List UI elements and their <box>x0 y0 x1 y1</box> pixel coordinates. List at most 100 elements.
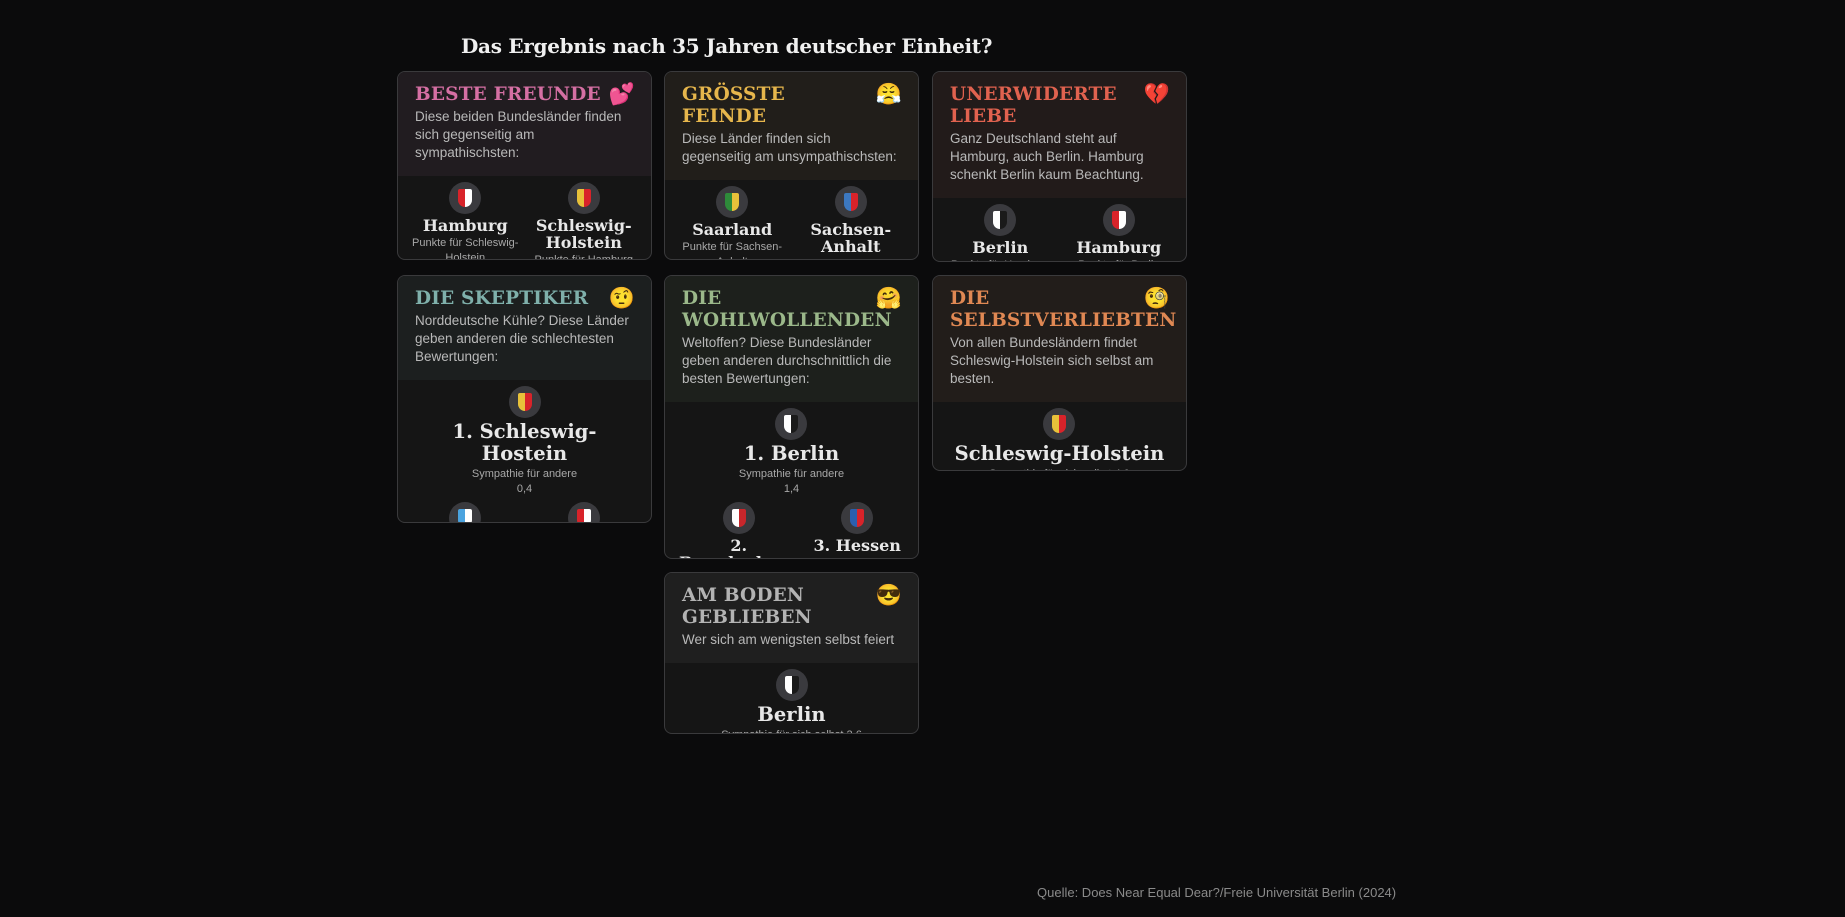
score-label: Punkte für Berlin <box>1078 258 1159 261</box>
shield-icon <box>458 189 473 207</box>
card-title: DIE SELBSTVERLIEBTEN <box>950 288 1177 331</box>
entry: 1. Schleswig-Hostein Sympathie für andere… <box>406 386 643 496</box>
card-beste-freunde: BESTE FREUNDE 💕 Diese beiden Bundesländer … <box>397 71 652 260</box>
state-name: Berlin <box>972 238 1029 257</box>
monocle-face-icon: 🧐 <box>1143 287 1170 310</box>
card-groesste-feinde: GRÖSSTE FEINDE 😤 Diese Länder finden sich … <box>664 71 919 260</box>
state-name: Saarland <box>692 220 773 239</box>
raised-eyebrow-icon: 🤨 <box>608 287 635 310</box>
entry-row: 2. BrandenburgSympathie für andere1,33. … <box>673 502 910 558</box>
card-header: DIE SELBSTVERLIEBTEN 🧐 Von allen Bundeslän… <box>933 276 1186 402</box>
schleswig-holstein-crest-icon <box>567 182 600 214</box>
shield-icon <box>576 189 591 207</box>
card-body: BerlinPunkte für Hamburg15/15HamburgPunk… <box>933 198 1186 261</box>
entry: 1. Berlin Sympathie für andere 1,4 <box>733 408 850 496</box>
card-am-boden-geblieben: AM BODEN GEBLIEBEN 😎 Wer sich am wenigsten… <box>664 572 919 734</box>
score-label: Sympathie für sich selbst 4,0 <box>989 467 1130 470</box>
berlin-crest-icon <box>984 204 1017 236</box>
state-name: Sachsen-Anhalt <box>810 220 892 256</box>
shield-icon <box>784 676 799 694</box>
state-name: 3. Hessen <box>813 536 901 555</box>
card-title: DIE WOHLWOLLENDEN <box>682 288 892 331</box>
card-title: UNERWIDERTE LIEBE <box>950 84 1117 127</box>
score-label: Sympathie für andere <box>471 468 578 480</box>
berlin-crest-icon <box>775 408 808 440</box>
state-name: Berlin <box>757 703 826 726</box>
state-name: Hamburg <box>422 216 508 235</box>
brandenburg-crest-icon <box>722 502 755 534</box>
score-label: Sympathie für andere <box>738 468 845 480</box>
shield-icon <box>517 393 532 411</box>
score-label: Punkte fürs Saarland <box>799 257 902 259</box>
shield-icon <box>784 415 799 433</box>
card-title: AM BODEN GEBLIEBEN <box>682 585 812 628</box>
state-name: Schleswig-Holstein <box>535 216 632 252</box>
schleswig-holstein-crest-icon <box>1043 408 1076 440</box>
card-header: AM BODEN GEBLIEBEN 😎 Wer sich am wenigsten… <box>665 573 918 663</box>
card-title: BESTE FREUNDE <box>415 84 601 105</box>
hamburg-crest-icon <box>449 182 482 214</box>
card-body: 1. Schleswig-Hostein Sympathie für andere… <box>398 380 651 522</box>
schleswig-holstein-crest-icon <box>508 386 541 418</box>
card-header: DIE WOHLWOLLENDEN 🤗 Weltoffen? Diese Bunde… <box>665 276 918 402</box>
state-name: 1. Schleswig-Hostein <box>452 420 597 465</box>
card-body: Schleswig-Holstein Sympathie für sich sel… <box>933 402 1186 470</box>
shield-icon <box>993 211 1008 229</box>
source-note: Quelle: Does Near Equal Dear?/Freie Univ… <box>1037 885 1397 900</box>
hugging-face-icon: 🤗 <box>875 287 902 310</box>
card-title: GRÖSSTE FEINDE <box>682 84 785 127</box>
score-value: 1,4 <box>783 483 800 495</box>
shield-icon <box>1111 211 1126 229</box>
sachsen-anhalt-crest-icon <box>716 186 749 218</box>
hessen-crest-icon <box>841 502 874 534</box>
score-label: Sympathie für andere <box>810 556 904 558</box>
state-name: 1. Berlin <box>743 442 840 465</box>
shield-icon <box>458 509 473 522</box>
saarland-crest-icon <box>834 186 867 218</box>
card-body: 1. Berlin Sympathie für andere 1,4 2. Brand… <box>665 402 918 558</box>
score-label: Punkte für Hamburg <box>534 254 633 260</box>
hamburg-crest-icon <box>567 502 600 522</box>
berlin-crest-icon <box>775 669 808 701</box>
card-die-selbstverliebten: DIE SELBSTVERLIEBTEN 🧐 Von allen Bundeslän… <box>932 275 1187 471</box>
state-name: 2. Brandenburg <box>679 536 798 558</box>
shield-icon <box>725 193 740 211</box>
two-hearts-icon: 💕 <box>608 83 635 106</box>
card-title: DIE SKEPTIKER <box>415 288 589 309</box>
entry: Schleswig-Holstein Sympathie für sich sel… <box>949 408 1171 470</box>
score-label: Punkte für Schleswig-Holstein <box>412 237 519 260</box>
page-title: Das Ergebnis nach 35 Jahren deutscher Ei… <box>461 34 993 58</box>
card-description: Diese Länder finden sich gegenseitig am … <box>682 131 897 164</box>
shield-icon <box>1052 415 1067 433</box>
steam-face-icon: 😤 <box>875 83 902 106</box>
card-description: Norddeutsche Kühle? Diese Länder geben a… <box>415 313 629 364</box>
card-header: GRÖSSTE FEINDE 😤 Diese Länder finden sich … <box>665 72 918 180</box>
entry-row: BerlinPunkte für Hamburg15/15HamburgPunk… <box>941 204 1179 261</box>
card-unerwiderte-liebe: UNERWIDERTE LIEBE 💔 Ganz Deutschland steht… <box>932 71 1187 262</box>
card-description: Wer sich am wenigsten selbst feiert <box>682 632 895 647</box>
shield-icon <box>576 509 591 522</box>
card-description: Weltoffen? Diese Bundesländer geben ande… <box>682 335 892 386</box>
shield-icon <box>850 509 865 527</box>
sunglasses-face-icon: 😎 <box>875 584 902 607</box>
entry: BerlinPunkte für Hamburg15/15 <box>941 204 1060 261</box>
score-value: 0,4 <box>516 483 533 495</box>
score-label: Sympathie für sich selbst 2,6 <box>721 728 862 733</box>
broken-heart-icon: 💔 <box>1143 83 1170 106</box>
score-label: Punkte für Sachsen-Anhalt <box>682 241 783 259</box>
card-die-skeptiker: DIE SKEPTIKER 🤨 Norddeutsche Kühle? Diese … <box>397 275 652 523</box>
